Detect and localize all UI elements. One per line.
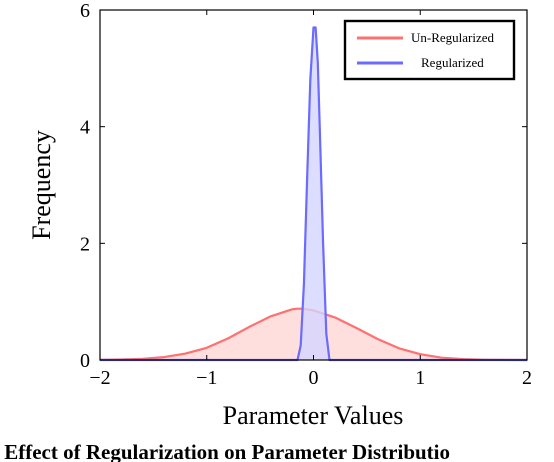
- x-tick-label: 0: [309, 367, 319, 389]
- series-line-regularized: [100, 26, 527, 362]
- x-tick-label: 2: [522, 367, 532, 389]
- x-axis-title: Parameter Values: [223, 401, 404, 430]
- x-tick-label: 1: [415, 367, 425, 389]
- legend: Un-Regularized Regularized: [343, 19, 516, 81]
- figure-caption-text: : Effect of Regularization on Parameter …: [0, 440, 451, 462]
- chart: −2 −1 0 1 2 0 2 4 6 Parameter Values Frequency U…: [27, 0, 532, 430]
- ticks-layer: −2 −1 0 1 2 0 2 4 6: [80, 0, 532, 389]
- y-tick-label: 2: [80, 233, 90, 255]
- y-tick-label: 4: [80, 117, 90, 139]
- legend-label-regularized: Regularized: [421, 55, 484, 70]
- series-area-regularized: [100, 27, 527, 360]
- figure-caption: : Effect of Regularization on Parameter …: [0, 440, 554, 462]
- series-layer: [99, 26, 528, 362]
- legend-box: [343, 19, 516, 81]
- y-tick-label: 0: [80, 350, 90, 372]
- x-tick-label: −2: [89, 367, 110, 389]
- legend-label-unregularized: Un-Regularized: [411, 30, 495, 45]
- x-tick-label: −1: [196, 367, 217, 389]
- y-axis-title: Frequency: [27, 130, 56, 240]
- y-tick-label: 6: [80, 0, 90, 22]
